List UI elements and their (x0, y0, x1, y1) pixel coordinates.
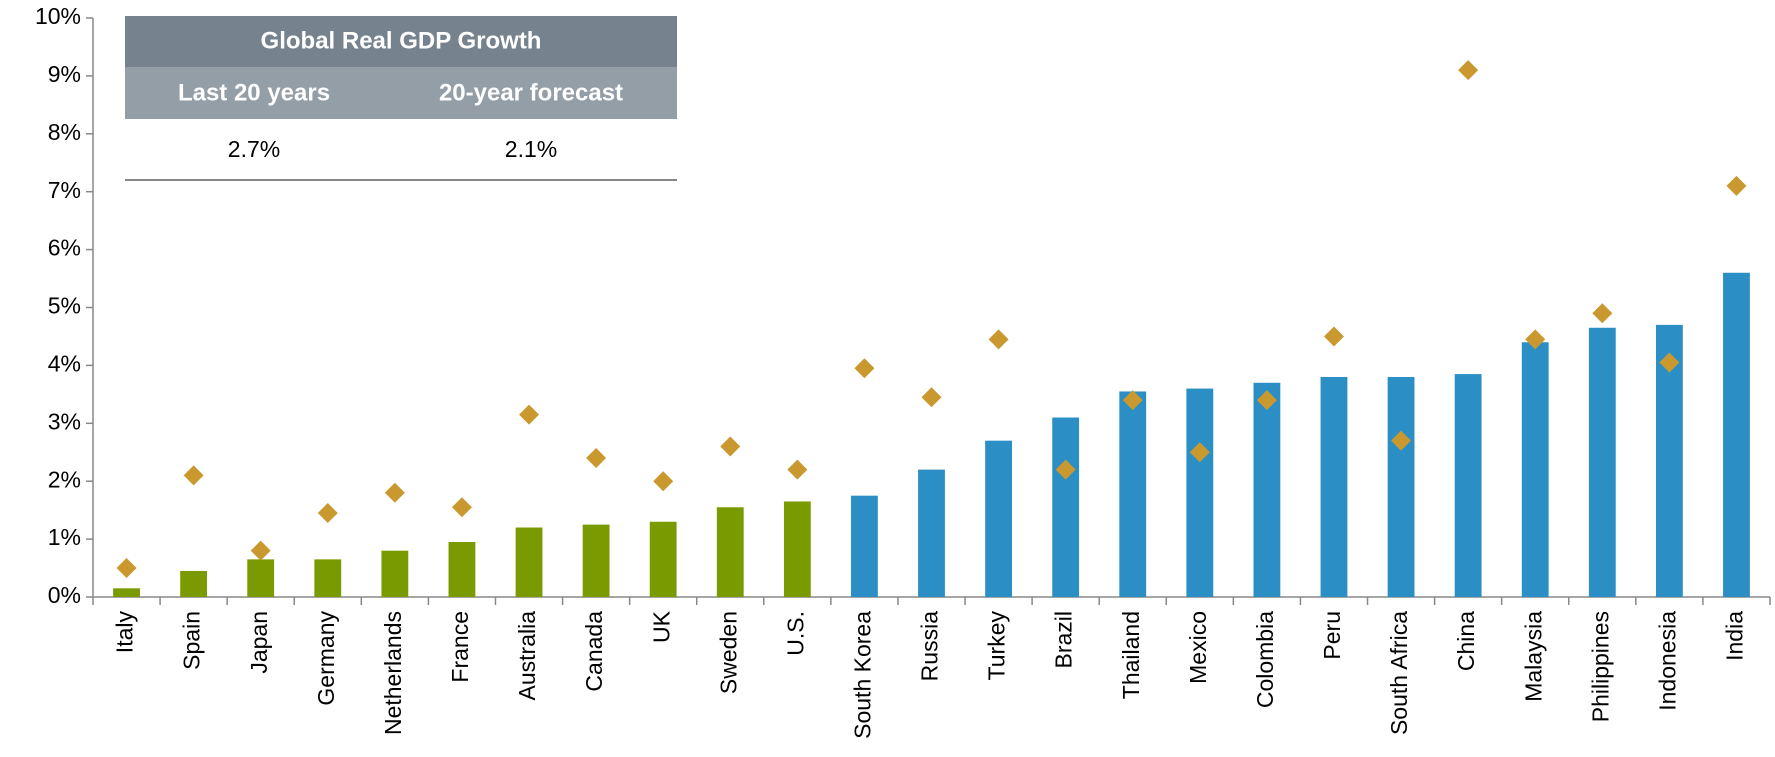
diamond-marker (1525, 329, 1546, 350)
bar (1052, 417, 1080, 597)
bar (1521, 342, 1549, 597)
diamond-marker (1391, 430, 1412, 451)
x-tick-label: India (1722, 611, 1748, 661)
bar (247, 559, 275, 597)
table-title: Global Real GDP Growth (261, 27, 542, 54)
x-tick-label: Philippines (1587, 611, 1613, 722)
y-tick-label: 10% (35, 3, 81, 29)
diamond-marker (183, 465, 204, 486)
x-tick-label: Turkey (984, 611, 1010, 681)
bar (1723, 272, 1750, 597)
y-tick-label: 2% (48, 466, 81, 492)
x-tick-label: Australia (514, 611, 540, 701)
bar (1588, 327, 1616, 597)
diamond-marker (1256, 390, 1277, 411)
diamond-marker (384, 482, 405, 503)
x-tick-label: Sweden (715, 611, 741, 694)
bar (1454, 374, 1482, 597)
x-tick-label: South Korea (849, 611, 875, 739)
x-tick-label: Germany (313, 611, 339, 706)
bar (314, 559, 342, 597)
table-header: Last 20 years (178, 79, 330, 106)
diamond-marker (787, 459, 808, 480)
bar (1387, 376, 1415, 597)
x-tick-label: Canada (581, 611, 607, 692)
diamond-marker (1458, 60, 1479, 81)
diamond-marker (1659, 352, 1680, 373)
table-header-bg (125, 67, 677, 119)
bar (381, 550, 409, 597)
x-tick-label: Japan (246, 611, 272, 674)
x-tick-label: France (447, 611, 473, 683)
diamond-marker (451, 497, 472, 518)
bar (515, 527, 543, 597)
y-tick-label: 3% (48, 408, 81, 434)
bar (1320, 376, 1348, 597)
y-tick-label: 0% (48, 582, 81, 608)
diamond-marker (116, 558, 137, 579)
x-tick-label: Mexico (1185, 611, 1211, 684)
diamond-marker (317, 503, 338, 524)
bar (918, 469, 945, 597)
table-cell: 2.7% (228, 136, 280, 162)
diamond-marker (921, 387, 942, 408)
diamond-marker (988, 329, 1009, 350)
table-title-bg (125, 16, 677, 67)
diamond-marker (1055, 459, 1076, 480)
diamond-marker (653, 471, 674, 492)
y-tick-label: 9% (48, 61, 81, 87)
x-tick-label: Indonesia (1654, 611, 1680, 711)
x-tick-label: Peru (1319, 611, 1345, 660)
diamond-marker (519, 404, 540, 425)
y-tick-label: 4% (48, 350, 81, 376)
diamond-marker (1592, 303, 1613, 324)
x-tick-label: UK (648, 610, 674, 643)
x-tick-label: China (1453, 611, 1479, 671)
bar (448, 541, 476, 597)
y-tick-label: 6% (48, 235, 81, 261)
x-tick-label: Spain (179, 611, 205, 670)
bar (783, 501, 811, 597)
diamond-marker (1323, 326, 1344, 347)
y-tick-label: 8% (48, 119, 81, 145)
y-tick-label: 1% (48, 524, 81, 550)
x-tick-label: U.S. (782, 611, 808, 656)
diamond-marker (586, 448, 607, 469)
x-tick-label: Colombia (1252, 611, 1278, 708)
bar (985, 440, 1012, 597)
y-tick-label: 5% (48, 293, 81, 319)
x-tick-label: Brazil (1051, 611, 1077, 669)
diamond-marker (1189, 442, 1210, 463)
bar (1119, 391, 1147, 597)
x-tick-label: Thailand (1118, 611, 1144, 699)
x-tick-label: Netherlands (380, 611, 406, 735)
table-cell: 2.1% (505, 136, 557, 162)
x-tick-label: South Africa (1386, 611, 1412, 735)
bar (851, 495, 878, 597)
bar (180, 570, 208, 597)
table-header: 20-year forecast (439, 79, 623, 106)
x-tick-label: Russia (917, 611, 943, 682)
x-tick-label: Malaysia (1520, 611, 1546, 702)
bar (582, 524, 610, 597)
bar (1186, 388, 1214, 597)
diamond-marker (1122, 390, 1143, 411)
bar (716, 507, 744, 597)
diamond-marker (250, 540, 271, 561)
bar (113, 588, 140, 597)
diamond-marker (720, 436, 741, 457)
diamond-marker (1726, 175, 1747, 196)
bar (1253, 382, 1281, 597)
x-tick-label: Italy (112, 611, 138, 654)
y-tick-label: 7% (48, 177, 81, 203)
bar (649, 521, 677, 597)
diamond-marker (854, 358, 875, 379)
